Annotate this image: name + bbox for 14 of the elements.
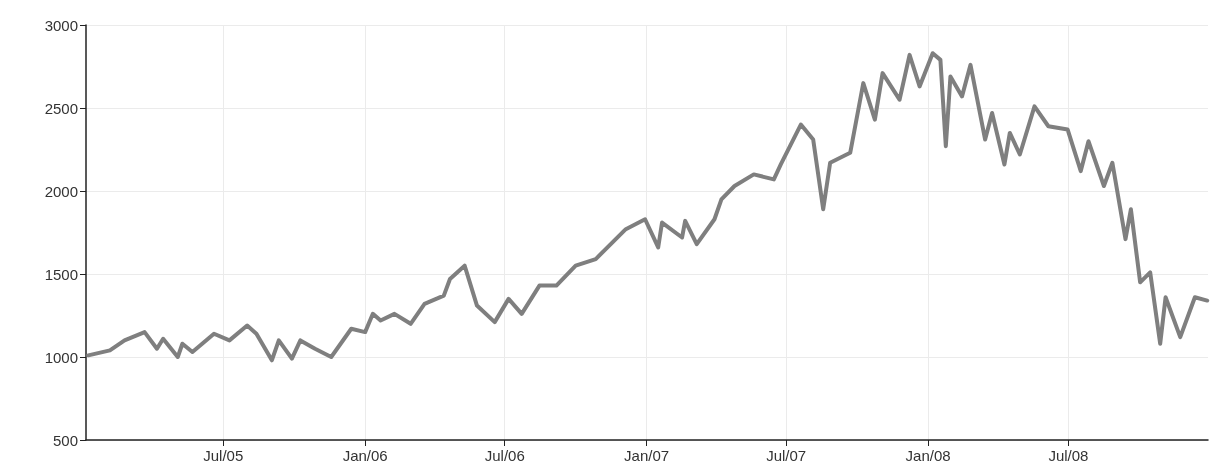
x-tick-label: Jan/07 (624, 447, 670, 464)
x-tick-label: Jul/05 (203, 447, 244, 464)
line-series (86, 51, 1210, 363)
y-tick-label: 1500 (44, 265, 78, 283)
y-tick-label: 2500 (44, 99, 78, 117)
y-tick-label: 1000 (44, 348, 78, 366)
x-tick-label: Jan/06 (342, 447, 388, 464)
x-tick-label: Jul/07 (766, 447, 807, 464)
x-tick-label: Jan/08 (905, 447, 951, 464)
x-tick-label: Jul/08 (1048, 447, 1089, 464)
y-tick-label: 2000 (44, 182, 78, 200)
y-tick-label: 500 (52, 431, 78, 449)
y-tick-label: 3000 (44, 16, 78, 34)
x-tick-label: Jul/06 (484, 447, 525, 464)
